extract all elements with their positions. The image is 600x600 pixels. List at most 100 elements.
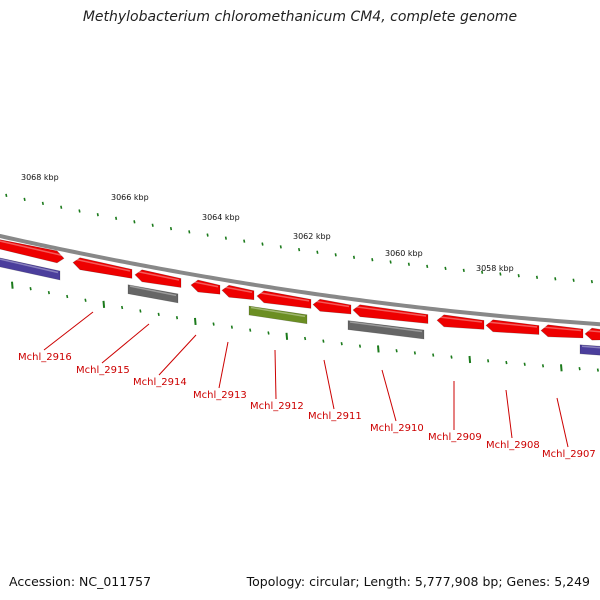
gene-label[interactable]: Mchl_2909 bbox=[428, 432, 482, 443]
gene-label[interactable]: Mchl_2910 bbox=[370, 423, 424, 434]
scale-tick bbox=[279, 245, 282, 249]
gene-feature[interactable] bbox=[248, 305, 308, 325]
gene-highlight bbox=[349, 321, 423, 333]
scale-tick bbox=[188, 230, 191, 234]
scale-tick bbox=[261, 242, 264, 246]
scale-tick bbox=[578, 367, 581, 371]
scale-label: 3058 kbp bbox=[476, 264, 514, 273]
scale-tick bbox=[334, 253, 337, 257]
scale-tick bbox=[481, 270, 484, 274]
scale-tick bbox=[224, 236, 227, 240]
scale-tick bbox=[133, 220, 136, 224]
gene-feature[interactable] bbox=[0, 238, 65, 264]
gene-label[interactable]: Mchl_2916 bbox=[18, 352, 72, 363]
gene-feature[interactable] bbox=[485, 319, 540, 335]
scale-tick bbox=[66, 294, 69, 299]
gene-feature[interactable] bbox=[347, 320, 425, 340]
gene-highlight bbox=[0, 240, 63, 257]
scale-tick bbox=[596, 368, 599, 372]
scale-tick bbox=[340, 342, 343, 346]
gene-feature[interactable] bbox=[0, 256, 61, 281]
gene-feature[interactable] bbox=[72, 257, 133, 279]
scale-tick bbox=[249, 328, 252, 332]
gene-highlight bbox=[438, 316, 483, 323]
gene-feature[interactable] bbox=[352, 304, 429, 324]
scale-tick bbox=[194, 317, 197, 326]
gene-feature[interactable] bbox=[540, 324, 584, 339]
scale-tick bbox=[517, 274, 520, 278]
scale-tick bbox=[371, 258, 374, 262]
scale-label: 3062 kbp bbox=[293, 232, 331, 241]
gene-highlight bbox=[581, 345, 600, 349]
scale-tick bbox=[554, 277, 557, 281]
gene-label[interactable]: Mchl_2907 bbox=[542, 449, 596, 460]
scale-tick bbox=[139, 309, 142, 313]
inner-scale-ticks bbox=[11, 281, 599, 372]
gene-label[interactable]: Mchl_2911 bbox=[308, 411, 362, 422]
genome-backbone bbox=[0, 233, 600, 327]
scale-tick bbox=[450, 355, 453, 359]
gene-label[interactable]: Mchl_2908 bbox=[486, 440, 540, 451]
gene-feature[interactable] bbox=[256, 290, 312, 309]
gene-highlight bbox=[487, 321, 538, 328]
scale-tick bbox=[175, 316, 179, 320]
scale-tick bbox=[535, 275, 539, 279]
leader-line bbox=[323, 359, 335, 410]
leader-line bbox=[381, 369, 397, 422]
gene-feature[interactable] bbox=[312, 298, 352, 315]
scale-tick bbox=[121, 305, 124, 310]
leader-line bbox=[218, 341, 229, 389]
scale-tick bbox=[11, 281, 14, 289]
scale-tick bbox=[115, 216, 118, 220]
scale-tick bbox=[572, 278, 575, 282]
leader-line bbox=[158, 334, 197, 376]
gene-highlight bbox=[314, 300, 350, 308]
scale-label: 3064 kbp bbox=[202, 213, 240, 222]
scale-tick bbox=[322, 339, 325, 343]
scale-tick bbox=[432, 353, 435, 357]
gene-highlight bbox=[136, 270, 180, 281]
scale-label: 3066 kbp bbox=[111, 193, 149, 202]
gene-label[interactable]: Mchl_2913 bbox=[193, 390, 247, 401]
leader-line bbox=[556, 397, 569, 448]
scale-tick bbox=[468, 355, 472, 364]
gene-highlight bbox=[542, 326, 582, 332]
scale-labels: 3068 kbp 3066 kbp 3064 kbp 3062 kbp 3060 kbp… bbox=[21, 173, 514, 273]
scale-tick bbox=[541, 364, 545, 368]
gene-label[interactable]: Mchl_2915 bbox=[76, 365, 130, 376]
scale-tick bbox=[358, 344, 362, 348]
gene-highlight bbox=[354, 305, 427, 317]
gene-label[interactable]: Mchl_2912 bbox=[250, 401, 304, 412]
scale-tick bbox=[267, 331, 270, 335]
genome-title: Methylobacterium chloromethanicum CM4, c… bbox=[82, 9, 518, 25]
gene-feature[interactable] bbox=[134, 269, 182, 288]
scale-tick bbox=[41, 201, 44, 206]
scale-tick bbox=[29, 287, 32, 291]
scale-tick bbox=[407, 262, 410, 266]
gene-feature[interactable] bbox=[436, 314, 485, 330]
scale-tick bbox=[96, 213, 99, 217]
gene-label[interactable]: Mchl_2914 bbox=[133, 377, 187, 388]
scale-label: 3060 kbp bbox=[385, 249, 423, 258]
genome-stats-text: Topology: circular; Length: 5,777,908 bp… bbox=[246, 574, 590, 589]
gene-feature[interactable] bbox=[190, 279, 221, 295]
gene-highlight bbox=[258, 291, 310, 302]
scale-label: 3068 kbp bbox=[21, 173, 59, 182]
scale-tick bbox=[395, 349, 398, 353]
leader-line bbox=[101, 323, 150, 364]
leader-line bbox=[274, 349, 277, 400]
scale-tick bbox=[298, 247, 301, 252]
scale-tick bbox=[505, 360, 508, 365]
gene-labels: Mchl_2916Mchl_2915Mchl_2914Mchl_2913Mchl… bbox=[18, 352, 596, 460]
scale-tick bbox=[389, 260, 392, 264]
gene-feature[interactable] bbox=[579, 344, 600, 356]
gene-feature[interactable] bbox=[221, 284, 255, 301]
gene-highlight bbox=[586, 329, 600, 333]
gene-feature[interactable] bbox=[127, 284, 179, 304]
gene-feature[interactable] bbox=[584, 327, 600, 341]
scale-tick bbox=[377, 345, 380, 353]
scale-tick bbox=[23, 197, 26, 202]
scale-tick bbox=[151, 223, 154, 227]
leader-line bbox=[505, 389, 513, 439]
